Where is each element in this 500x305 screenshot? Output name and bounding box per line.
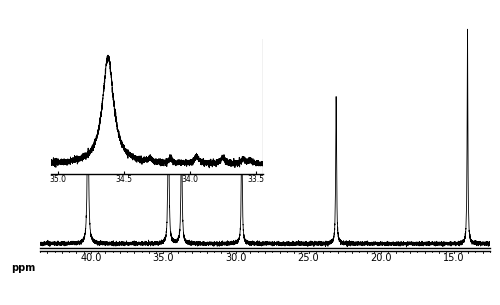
Text: ppm: ppm — [11, 263, 35, 273]
